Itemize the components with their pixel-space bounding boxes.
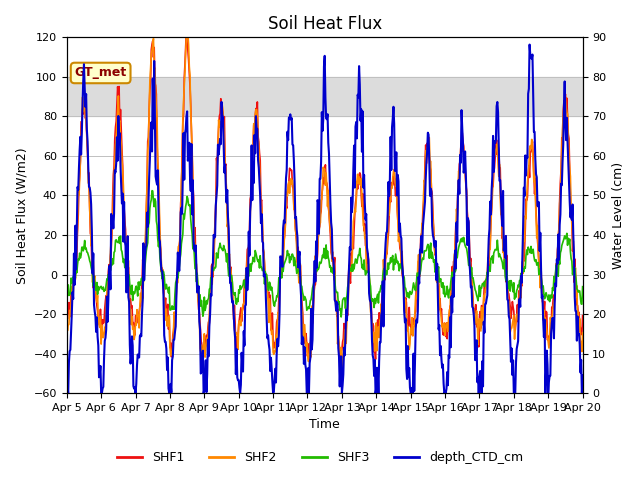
Bar	[67, 77, 582, 116]
Legend: SHF1, SHF2, SHF3, depth_CTD_cm: SHF1, SHF2, SHF3, depth_CTD_cm	[112, 446, 528, 469]
Text: GT_met: GT_met	[74, 66, 127, 80]
X-axis label: Time: Time	[309, 419, 340, 432]
Title: Soil Heat Flux: Soil Heat Flux	[268, 15, 382, 33]
Y-axis label: Water Level (cm): Water Level (cm)	[612, 162, 625, 269]
Y-axis label: Soil Heat Flux (W/m2): Soil Heat Flux (W/m2)	[15, 147, 28, 284]
